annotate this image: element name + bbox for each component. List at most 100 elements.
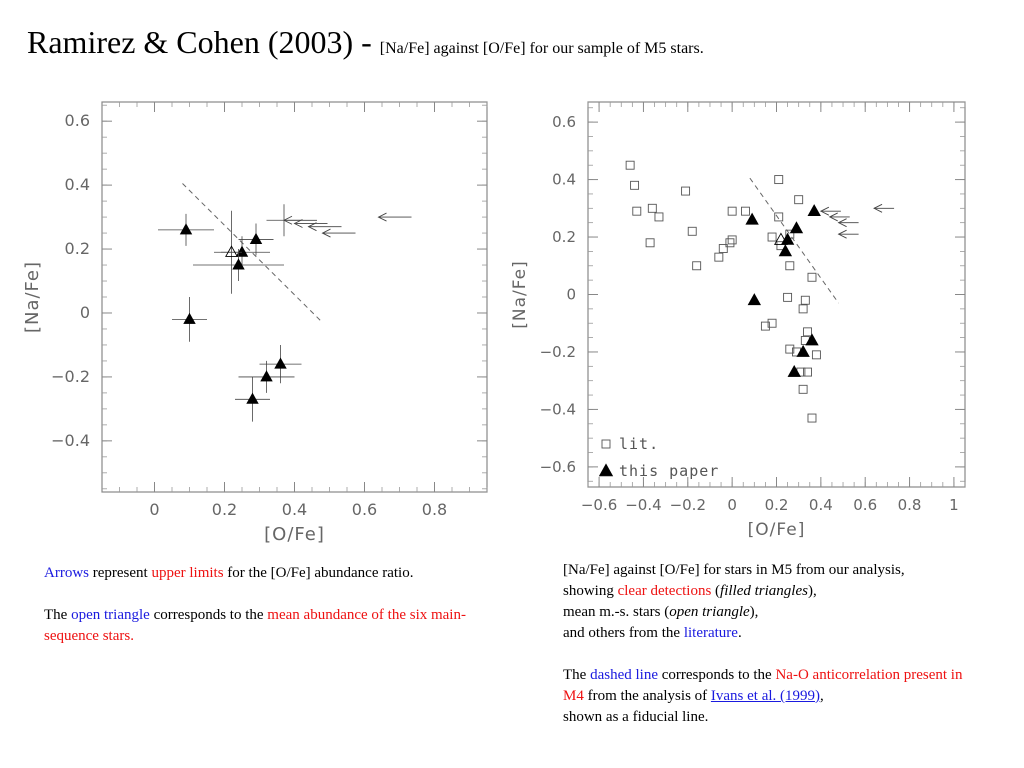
legend-label: lit. <box>619 435 659 453</box>
title-subtitle: [Na/Fe] against [O/Fe] for our sample of… <box>379 40 704 57</box>
detection-triangle-point <box>249 232 263 244</box>
lit-square-point <box>794 195 804 205</box>
detection-triangle-point <box>780 232 795 245</box>
lit-square-point <box>625 160 635 170</box>
lit-square-point <box>807 413 817 423</box>
lit-square-point <box>807 272 817 282</box>
lit-square-point <box>727 206 737 216</box>
left-caption: Arrows represent upper limits for the [O… <box>44 563 514 647</box>
detection-triangle-point <box>778 244 793 257</box>
lit-square-point <box>654 212 664 222</box>
y-tick-label: −0.4 <box>51 431 90 450</box>
lit-square-point <box>767 318 777 328</box>
lit-square-point <box>798 304 808 314</box>
lit-square-point <box>692 261 702 271</box>
x-tick-label: −0.6 <box>581 496 617 514</box>
x-tick-label: −0.2 <box>670 496 706 514</box>
fiducial-dashed-line <box>182 183 323 323</box>
y-tick-label: 0 <box>566 286 576 304</box>
lit-square-point <box>803 327 812 337</box>
upper-limit-arrowhead <box>321 228 331 238</box>
y-tick-label: −0.4 <box>540 400 576 418</box>
detection-triangle-point <box>179 223 193 235</box>
ivans-1999-link[interactable]: Ivans et al. (1999) <box>710 688 821 704</box>
x-tick-label: 0.6 <box>352 500 377 519</box>
y-tick-label: −0.2 <box>540 343 576 361</box>
detection-triangle-point <box>274 357 287 369</box>
lit-square-point <box>714 252 724 262</box>
detection-triangle-point <box>796 344 810 357</box>
detection-triangle-point <box>260 370 273 382</box>
lit-square-point <box>774 212 784 222</box>
lit-square-point <box>760 321 770 331</box>
upper-limit-arrowhead <box>837 229 847 239</box>
x-tick-label: 0.2 <box>765 496 789 514</box>
upper-limit-arrowhead <box>819 206 830 216</box>
lit-square-point <box>767 232 777 242</box>
upper-limit-arrowhead <box>293 219 303 228</box>
ms-mean-open-triangle <box>225 245 238 257</box>
detection-triangle-point <box>807 204 821 217</box>
detection-triangle-point <box>745 212 759 225</box>
legend-square-swatch <box>601 439 611 449</box>
detection-triangle-point <box>805 333 819 346</box>
y-tick-label: 0.4 <box>552 171 576 189</box>
chart-legend: lit. this paper <box>601 435 718 480</box>
lit-square-point <box>798 384 808 394</box>
x-tick-label: 1 <box>949 496 959 514</box>
left-caption-p1: Arrows represent upper limits for the [O… <box>44 565 414 581</box>
detection-triangle-point <box>183 312 196 324</box>
y-tick-label: 0.2 <box>552 228 576 246</box>
y-tick-label: −0.2 <box>51 367 90 386</box>
upper-limit-arrowhead <box>873 203 883 213</box>
lit-square-point <box>718 244 728 253</box>
upper-limit-arrowhead <box>377 212 387 222</box>
lit-square-point <box>741 206 750 216</box>
lit-square-point <box>785 261 795 271</box>
lit-square-point <box>632 206 642 216</box>
lit-square-point <box>647 203 657 213</box>
x-tick-label: 0.2 <box>212 500 237 519</box>
x-axis-label: [O/Fe] <box>748 520 806 540</box>
lit-square-point <box>774 175 784 185</box>
upper-limit-arrowhead <box>307 222 317 232</box>
lit-square-point <box>811 350 821 360</box>
x-axis-label: [O/Fe] <box>264 524 325 545</box>
fiducial-dashed-line <box>749 177 840 304</box>
x-tick-label: 0.8 <box>898 496 922 514</box>
y-tick-label: 0.6 <box>65 111 90 130</box>
detection-triangle-point <box>246 392 259 404</box>
upper-limit-arrowhead <box>282 215 293 225</box>
x-tick-label: 0.4 <box>809 496 833 514</box>
right-caption: [Na/Fe] against [O/Fe] for stars in M5 f… <box>563 560 1003 728</box>
y-axis-label: [Na/Fe] <box>510 260 530 328</box>
y-tick-label: −0.6 <box>540 458 576 476</box>
x-tick-label: 0.6 <box>853 496 877 514</box>
y-tick-label: 0.2 <box>65 239 90 258</box>
detection-triangle-point <box>232 258 245 270</box>
page-title: Ramirez & Cohen (2003) - [Na/Fe] against… <box>27 24 704 61</box>
lit-square-point <box>783 292 793 302</box>
upper-limit-arrowhead <box>837 218 847 228</box>
x-tick-label: 0.4 <box>282 500 307 519</box>
lit-square-point <box>727 235 737 245</box>
right-caption-p1: [Na/Fe] against [O/Fe] for stars in M5 f… <box>563 562 905 641</box>
detection-triangle-point <box>747 293 762 306</box>
lit-square-point <box>681 186 691 196</box>
y-axis-label: [Na/Fe] <box>22 261 43 333</box>
title-main: Ramirez & Cohen (2003) - <box>27 24 380 60</box>
x-tick-label: 0 <box>727 496 737 514</box>
right-caption-p2: The dashed line corresponds to the Na-O … <box>563 667 963 725</box>
lit-square-point <box>630 180 640 190</box>
lit-square-point <box>725 238 735 248</box>
ms-mean-open-triangle <box>773 232 788 245</box>
y-tick-label: 0.4 <box>65 175 90 194</box>
y-tick-label: 0 <box>80 303 90 322</box>
detection-triangle-point <box>235 245 249 257</box>
x-tick-label: 0 <box>149 500 159 519</box>
upper-limit-arrowhead <box>828 212 838 222</box>
detection-triangle-point <box>787 364 801 377</box>
detection-triangle-point <box>789 221 804 234</box>
